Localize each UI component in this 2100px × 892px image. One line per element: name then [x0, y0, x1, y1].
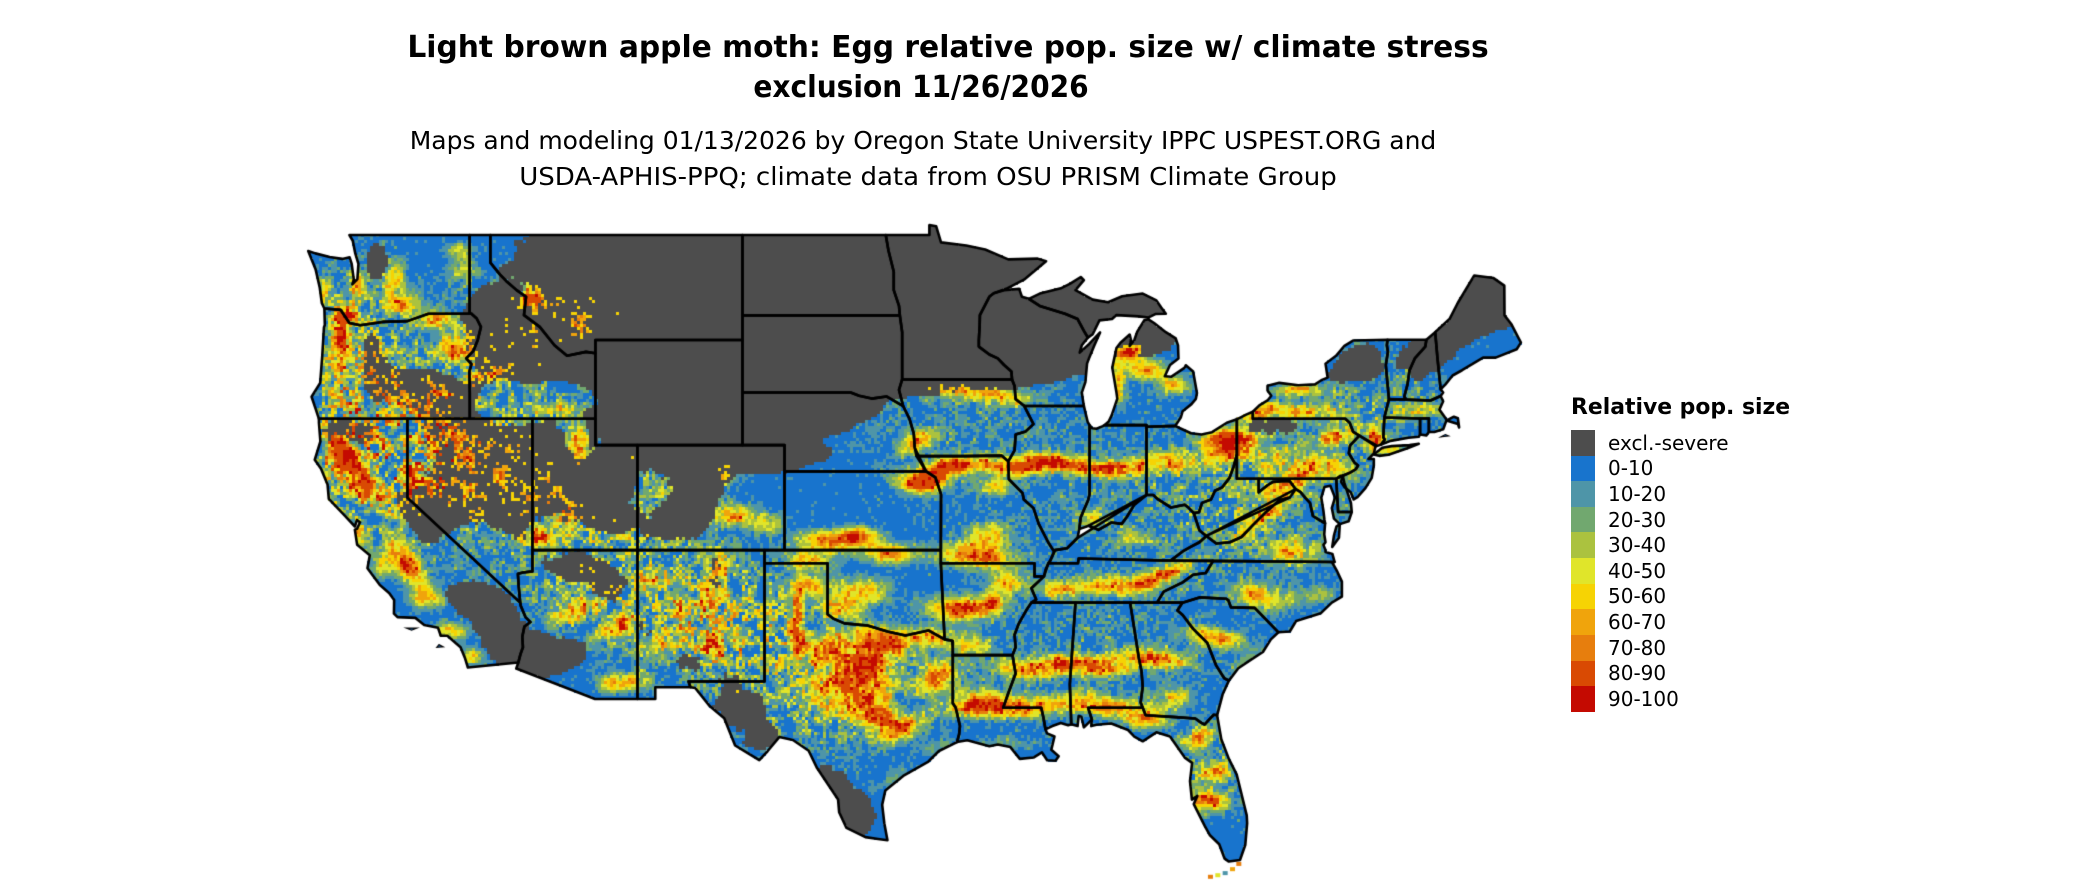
legend-item: 10-20 — [1571, 481, 1790, 507]
legend-item-label: 90-100 — [1608, 686, 1679, 711]
legend-item-label: excl.-severe — [1608, 430, 1729, 455]
legend-swatch — [1571, 609, 1595, 635]
legend-item-label: 20-30 — [1608, 507, 1667, 532]
legend-swatch — [1571, 583, 1595, 610]
legend-items: excl.-severe 0-10 10-20 20-30 30-40 40-5… — [1571, 429, 1790, 712]
legend-swatch — [1571, 558, 1595, 584]
legend-item-label: 0-10 — [1608, 456, 1654, 481]
legend-item: 0-10 — [1571, 455, 1790, 482]
legend-swatch — [1571, 660, 1595, 687]
legend-item: excl.-severe — [1571, 429, 1790, 456]
legend-item-label: 40-50 — [1608, 558, 1667, 583]
legend: Relative pop. size excl.-severe 0-10 10-… — [1571, 397, 1790, 712]
legend-item: 40-50 — [1571, 558, 1790, 584]
map-subtitle-line2: USDA-APHIS-PPQ; climate data from OSU PR… — [519, 162, 1337, 191]
legend-item: 20-30 — [1571, 506, 1790, 533]
legend-swatch — [1571, 506, 1595, 533]
legend-item: 80-90 — [1571, 660, 1790, 687]
legend-swatch — [1571, 532, 1595, 559]
legend-item: 50-60 — [1571, 583, 1790, 610]
legend-item-label: 50-60 — [1608, 584, 1667, 609]
us-map-canvas — [295, 213, 1540, 889]
map-title-line2: exclusion 11/26/2026 — [753, 70, 1089, 105]
legend-swatch — [1571, 429, 1595, 456]
legend-swatch — [1571, 634, 1595, 661]
legend-item-label: 30-40 — [1608, 533, 1667, 558]
legend-title: Relative pop. size — [1571, 395, 1791, 420]
legend-item: 60-70 — [1571, 609, 1790, 635]
legend-item: 90-100 — [1571, 686, 1790, 712]
legend-item-label: 80-90 — [1608, 661, 1667, 686]
legend-swatch — [1571, 686, 1595, 712]
legend-item-label: 10-20 — [1608, 481, 1667, 506]
legend-item: 30-40 — [1571, 532, 1790, 559]
legend-swatch — [1571, 481, 1595, 507]
map-subtitle-line1: Maps and modeling 01/13/2026 by Oregon S… — [409, 126, 1437, 155]
legend-item: 70-80 — [1571, 634, 1790, 661]
legend-item-label: 70-80 — [1608, 635, 1667, 660]
legend-swatch — [1571, 455, 1595, 482]
legend-item-label: 60-70 — [1608, 610, 1667, 635]
map-title-line1: Light brown apple moth: Egg relative pop… — [407, 30, 1489, 65]
